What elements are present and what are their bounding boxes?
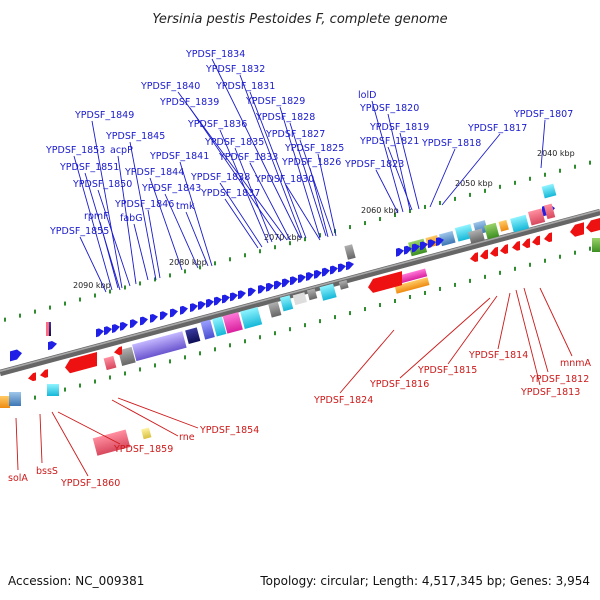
- gene-label-fabg: fabG: [120, 213, 143, 224]
- reverse-gene-arrows: [28, 218, 600, 382]
- gene-label-ypdsf-1855: YPDSF_1855: [49, 226, 109, 237]
- forward-features: [10, 183, 557, 371]
- gene-label-ypdsf-1837: YPDSF_1837: [200, 188, 260, 199]
- genome-backbone: [0, 208, 600, 377]
- gene-label-ypdsf-1831: YPDSF_1831: [215, 81, 275, 92]
- gene-label-ypdsf-1843: YPDSF_1843: [141, 183, 201, 194]
- gene-label-ypdsf-1833: YPDSF_1833: [218, 152, 278, 163]
- gene-label-ypdsf-1836: YPDSF_1836: [187, 119, 247, 130]
- gene-label-ypdsf-1827: YPDSF_1827: [265, 129, 325, 140]
- gene-label-ypdsf-1834: YPDSF_1834: [185, 49, 245, 60]
- gene-label-ypdsf-1823: YPDSF_1823: [344, 159, 404, 170]
- gene-label-ypdsf-1819: YPDSF_1819: [369, 122, 429, 133]
- gene-label-ypdsf-1816: YPDSF_1816: [369, 379, 429, 390]
- tick-label-2090: 2090 kbp: [73, 281, 111, 290]
- gene-label-ypdsf-1832: YPDSF_1832: [205, 64, 265, 75]
- gene-label-ypdsf-1817: YPDSF_1817: [467, 123, 527, 134]
- gene-label-ypdsf-1841: YPDSF_1841: [149, 151, 209, 162]
- gene-label-ypdsf-1860: YPDSF_1860: [60, 478, 120, 489]
- forward-gene-labels: YPDSF_1834 YPDSF_1832 YPDSF_1840 YPDSF_1…: [45, 49, 573, 237]
- accession-label: Accession: NC_009381: [8, 574, 144, 588]
- gene-label-ypdsf-1820: YPDSF_1820: [359, 103, 419, 114]
- gene-label-ypdsf-1838: YPDSF_1838: [190, 172, 250, 183]
- gene-label-ypdsf-1826: YPDSF_1826: [281, 157, 341, 168]
- gene-label-ypdsf-1853: YPDSF_1853: [45, 145, 105, 156]
- gene-label-ypdsf-1818: YPDSF_1818: [421, 138, 481, 149]
- reverse-gene-labels: YPDSF_1824 YPDSF_1816 YPDSF_1815 YPDSF_1…: [8, 350, 592, 489]
- gene-label-ypdsf-1846: YPDSF_1846: [114, 199, 174, 210]
- tick-label-2060: 2060 kbp: [361, 206, 399, 215]
- gene-label-ypdsf-1859: YPDSF_1859: [113, 444, 173, 455]
- tick-label-2050: 2050 kbp: [455, 179, 493, 188]
- gene-label-ypdsf-1830: YPDSF_1830: [254, 174, 314, 185]
- map-title: Yersinia pestis Pestoides F, complete ge…: [152, 12, 447, 27]
- gene-label-ypdsf-1821: YPDSF_1821: [359, 136, 419, 147]
- gene-label-ypdsf-1815: YPDSF_1815: [417, 365, 477, 376]
- gene-label-ypdsf-1828: YPDSF_1828: [255, 112, 315, 123]
- gene-label-lold: lolD: [358, 90, 376, 101]
- gene-label-acpp: acpP: [110, 145, 133, 156]
- tick-label-2080: 2080 kbp: [169, 258, 207, 267]
- gene-label-rne: rne: [179, 432, 195, 443]
- gene-label-sola: solA: [8, 473, 28, 484]
- leader-lines: [15, 58, 573, 477]
- forward-gene-arrows: [10, 204, 555, 362]
- gene-label-ypdsf-1839: YPDSF_1839: [159, 97, 219, 108]
- gene-label-ypdsf-1812: YPDSF_1812: [529, 374, 589, 385]
- gene-label-ypdsf-1849: YPDSF_1849: [74, 110, 134, 121]
- gene-label-ypdsf-1850: YPDSF_1850: [72, 179, 132, 190]
- gene-label-rpmf: rpmF: [84, 211, 109, 222]
- tick-labels: 2040 kbp 2050 kbp 2060 kbp 2070 kbp 2080…: [73, 149, 575, 290]
- gene-label-ypdsf-1840: YPDSF_1840: [140, 81, 200, 92]
- gene-label-tmk: tmk: [176, 201, 195, 212]
- gene-label-mnma: mnmA: [560, 358, 592, 369]
- gene-label-bsss: bssS: [36, 466, 58, 477]
- gene-label-ypdsf-1814: YPDSF_1814: [468, 350, 528, 361]
- gene-label-ypdsf-1813: YPDSF_1813: [520, 387, 580, 398]
- gene-label-ypdsf-1829: YPDSF_1829: [245, 96, 305, 107]
- tick-marks: [4, 160, 591, 408]
- reverse-features: [0, 203, 600, 456]
- gene-label-ypdsf-1845: YPDSF_1845: [105, 131, 165, 142]
- tick-label-2070: 2070 kbp: [264, 233, 302, 242]
- gene-label-ypdsf-1824: YPDSF_1824: [313, 395, 373, 406]
- gene-label-ypdsf-1825: YPDSF_1825: [284, 143, 344, 154]
- gene-label-ypdsf-1835: YPDSF_1835: [204, 137, 264, 148]
- gene-label-ypdsf-1807: YPDSF_1807: [513, 109, 573, 120]
- gene-label-ypdsf-1851: YPDSF_1851: [59, 162, 119, 173]
- gene-label-ypdsf-1854: YPDSF_1854: [199, 425, 259, 436]
- tick-label-2040: 2040 kbp: [537, 149, 575, 158]
- gene-label-ypdsf-1844: YPDSF_1844: [124, 167, 184, 178]
- genome-summary: Topology: circular; Length: 4,517,345 bp…: [259, 574, 590, 588]
